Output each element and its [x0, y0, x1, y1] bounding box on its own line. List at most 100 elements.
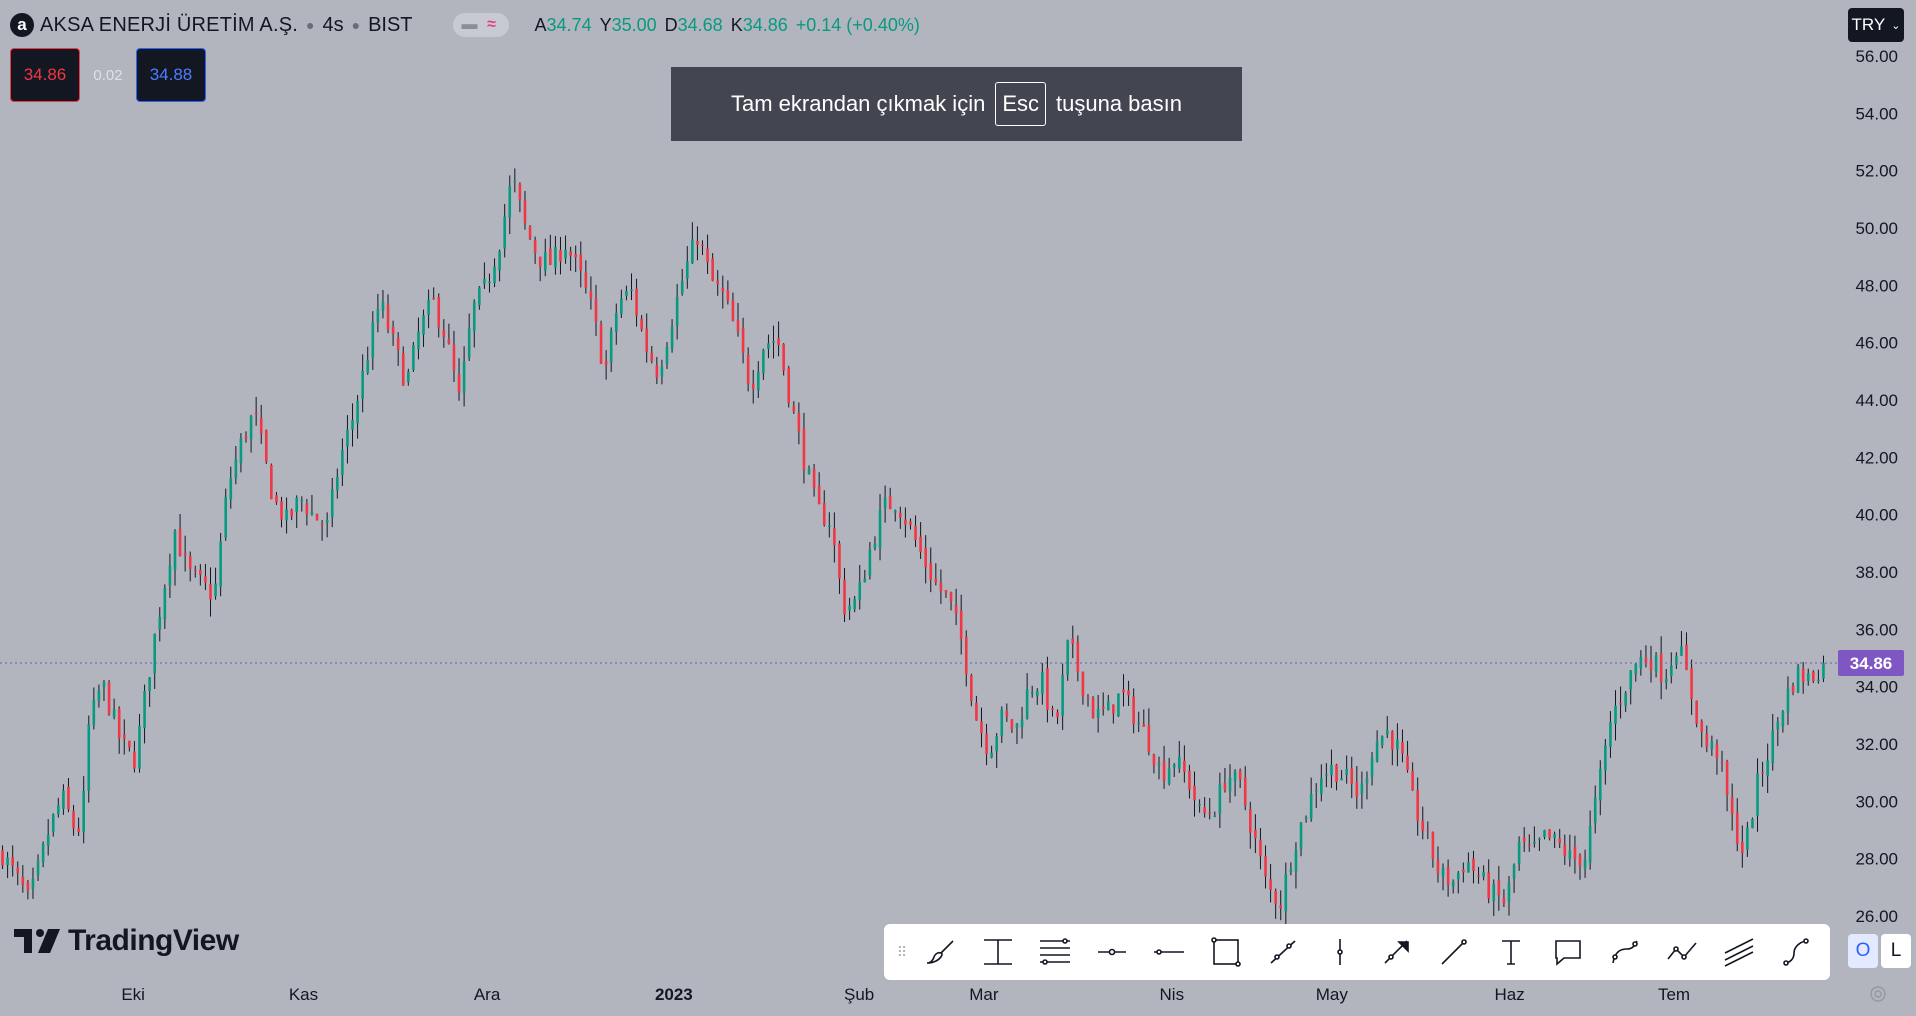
candle-up: [330, 489, 334, 518]
candle-up: [1593, 797, 1597, 824]
candle-up: [1380, 736, 1384, 746]
candle-up: [173, 530, 177, 570]
candle-up: [1786, 688, 1790, 713]
candle-up: [620, 298, 623, 314]
candle-up: [848, 605, 851, 611]
candle-up: [472, 301, 476, 332]
candle-down: [1112, 704, 1115, 714]
candle-up: [336, 477, 339, 491]
callout-icon[interactable]: [1539, 924, 1596, 980]
candle-up: [138, 725, 141, 769]
candle-up: [285, 509, 288, 521]
y-tick-label: 32.00: [1855, 735, 1898, 754]
candle-down: [706, 248, 709, 263]
drag-handle-icon[interactable]: ⠿: [896, 943, 908, 960]
tradingview-logo[interactable]: TradingView: [14, 924, 239, 958]
curve-icon[interactable]: [1767, 924, 1824, 980]
candle-up: [1233, 771, 1237, 782]
arrow-icon[interactable]: [1368, 924, 1425, 980]
candle-up: [675, 296, 679, 326]
candle-down: [1502, 897, 1506, 904]
candle-up: [1345, 768, 1348, 775]
candle-down: [741, 327, 745, 353]
extended-line-icon[interactable]: [1425, 924, 1482, 980]
candle-down: [280, 501, 283, 520]
candle-down: [1152, 754, 1156, 766]
interval-label[interactable]: 4s: [322, 13, 344, 36]
candle-up: [1517, 841, 1521, 864]
candle-up: [381, 301, 385, 311]
candle-up: [1680, 646, 1683, 656]
candle-down: [980, 721, 983, 734]
candle-up: [1385, 730, 1389, 735]
candle-down: [528, 226, 532, 239]
y-tick-label: 26.00: [1855, 907, 1898, 926]
candle-up: [665, 346, 669, 364]
candle-down: [1401, 742, 1404, 754]
candle-down: [259, 418, 263, 434]
candle-up: [1609, 722, 1612, 748]
minus-icon[interactable]: ▬: [461, 16, 478, 33]
candle-down: [1274, 890, 1277, 905]
candle-up: [361, 370, 364, 399]
candle-down: [640, 318, 643, 330]
rectangle-icon[interactable]: [1197, 924, 1254, 980]
candle-down: [1076, 641, 1080, 673]
sell-button[interactable]: 34.86: [10, 48, 80, 102]
candle-up: [756, 371, 760, 391]
l-toggle-button[interactable]: L: [1881, 934, 1911, 968]
candle-down: [787, 367, 791, 404]
candle-down: [645, 328, 649, 352]
candle-up: [1796, 666, 1800, 693]
candle-up: [1467, 862, 1470, 873]
buy-button[interactable]: 34.88: [136, 48, 206, 102]
candle-up: [1213, 815, 1217, 818]
fib-retracement-icon[interactable]: [1026, 924, 1083, 980]
candle-up: [295, 497, 299, 513]
candle-down: [1269, 879, 1272, 890]
candle-down: [888, 495, 892, 510]
candle-up: [1137, 722, 1141, 725]
candle-up: [767, 343, 770, 349]
vertical-line-icon[interactable]: [1311, 924, 1368, 980]
open-value: 34.74: [546, 14, 592, 35]
candle-down: [1086, 696, 1090, 699]
o-toggle-button[interactable]: O: [1848, 934, 1878, 968]
candle-up: [1289, 869, 1293, 873]
candle-down: [914, 525, 917, 540]
candle-down: [1259, 839, 1262, 857]
brush-icon[interactable]: [912, 924, 969, 980]
polyline-icon[interactable]: [1653, 924, 1710, 980]
gear-icon[interactable]: [1868, 984, 1888, 1004]
symbol-name[interactable]: AKSA ENERJİ ÜRETİM A.Ş.: [40, 13, 298, 36]
candle-down: [391, 326, 395, 335]
candle-down: [1487, 872, 1490, 899]
wave-icon[interactable]: ≈: [487, 16, 496, 33]
candle-up: [772, 341, 775, 343]
candle-down: [899, 512, 902, 518]
low-value: 34.68: [677, 14, 723, 35]
candle-down: [701, 244, 704, 246]
candle-down: [178, 529, 182, 556]
parallel-channel-icon[interactable]: [1710, 924, 1767, 980]
y-tick-label: 28.00: [1855, 850, 1898, 869]
candle-down: [1193, 785, 1196, 801]
currency-selector[interactable]: TRY ⌄: [1848, 8, 1904, 42]
candle-down: [1335, 764, 1338, 783]
candle-up: [1041, 671, 1044, 694]
candle-up: [325, 519, 329, 523]
horizontal-line-icon[interactable]: [1140, 924, 1197, 980]
candle-down: [716, 280, 720, 284]
path-icon[interactable]: [1596, 924, 1653, 980]
candle-up: [1441, 867, 1445, 877]
candle-up: [1598, 768, 1602, 801]
candle-up: [990, 752, 993, 758]
candle-up: [41, 844, 45, 863]
text-icon[interactable]: [1482, 924, 1539, 980]
horizontal-ray-icon[interactable]: [1083, 924, 1140, 980]
trend-line-icon[interactable]: [1254, 924, 1311, 980]
candle-up: [1451, 881, 1455, 887]
cross-line-icon[interactable]: [969, 924, 1026, 980]
candle-down: [1659, 653, 1663, 683]
